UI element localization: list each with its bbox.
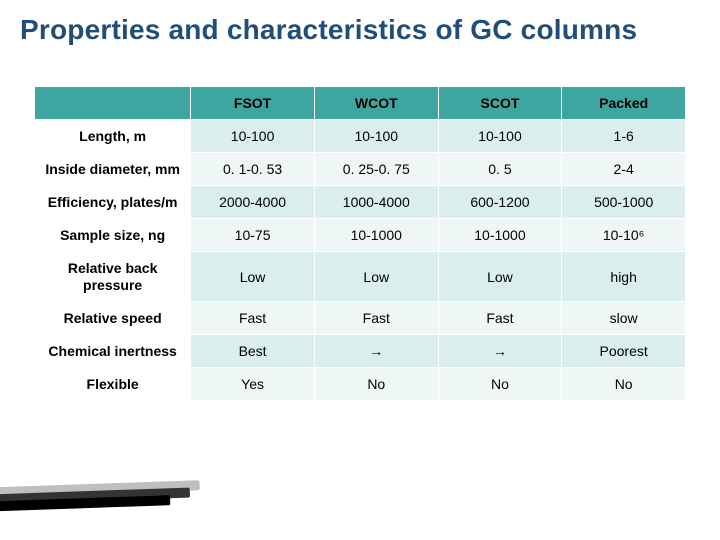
cell: No bbox=[314, 367, 438, 400]
cell: Poorest bbox=[562, 334, 686, 367]
table-header-row: FSOT WCOT SCOT Packed bbox=[35, 87, 686, 120]
cell: 10-1000 bbox=[314, 219, 438, 252]
cell: No bbox=[562, 367, 686, 400]
table-row: Efficiency, plates/m 2000-4000 1000-4000… bbox=[35, 186, 686, 219]
rowhead-back-pressure: Relative back pressure bbox=[35, 252, 191, 301]
cell: 10-10⁶ bbox=[562, 219, 686, 252]
col-fsot: FSOT bbox=[191, 87, 315, 120]
col-wcot: WCOT bbox=[314, 87, 438, 120]
col-scot: SCOT bbox=[438, 87, 562, 120]
cell: Fast bbox=[191, 301, 315, 334]
gc-columns-table: FSOT WCOT SCOT Packed Length, m 10-100 1… bbox=[34, 86, 686, 401]
cell: 500-1000 bbox=[562, 186, 686, 219]
cell: Low bbox=[314, 252, 438, 301]
cell: → bbox=[438, 334, 562, 367]
cell: Fast bbox=[314, 301, 438, 334]
table-row: Inside diameter, mm 0. 1-0. 53 0. 25-0. … bbox=[35, 153, 686, 186]
cell: Yes bbox=[191, 367, 315, 400]
rowhead-speed: Relative speed bbox=[35, 301, 191, 334]
col-corner bbox=[35, 87, 191, 120]
rowhead-inertness: Chemical inertness bbox=[35, 334, 191, 367]
rowhead-length: Length, m bbox=[35, 120, 191, 153]
cell: 0. 5 bbox=[438, 153, 562, 186]
gc-columns-table-wrap: FSOT WCOT SCOT Packed Length, m 10-100 1… bbox=[34, 86, 686, 401]
cell: slow bbox=[562, 301, 686, 334]
cell: 10-100 bbox=[438, 120, 562, 153]
table-row: Sample size, ng 10-75 10-1000 10-1000 10… bbox=[35, 219, 686, 252]
cell: 0. 1-0. 53 bbox=[191, 153, 315, 186]
cell: 2000-4000 bbox=[191, 186, 315, 219]
cell: 10-100 bbox=[191, 120, 315, 153]
cell: → bbox=[314, 334, 438, 367]
rowhead-efficiency: Efficiency, plates/m bbox=[35, 186, 191, 219]
rowhead-flexible: Flexible bbox=[35, 367, 191, 400]
table-row: Relative back pressure Low Low Low high bbox=[35, 252, 686, 301]
table-row: Flexible Yes No No No bbox=[35, 367, 686, 400]
col-packed: Packed bbox=[562, 87, 686, 120]
cell: Low bbox=[191, 252, 315, 301]
cell: 1000-4000 bbox=[314, 186, 438, 219]
table-row: Length, m 10-100 10-100 10-100 1-6 bbox=[35, 120, 686, 153]
cell: 10-100 bbox=[314, 120, 438, 153]
cell: 600-1200 bbox=[438, 186, 562, 219]
cell: 2-4 bbox=[562, 153, 686, 186]
rowhead-sample-size: Sample size, ng bbox=[35, 219, 191, 252]
cell: 10-1000 bbox=[438, 219, 562, 252]
slide: Properties and characteristics of GC col… bbox=[0, 0, 720, 540]
cell: Fast bbox=[438, 301, 562, 334]
cell: Best bbox=[191, 334, 315, 367]
cell: 0. 25-0. 75 bbox=[314, 153, 438, 186]
cell: high bbox=[562, 252, 686, 301]
table-row: Chemical inertness Best → → Poorest bbox=[35, 334, 686, 367]
cell: Low bbox=[438, 252, 562, 301]
cell: 10-75 bbox=[191, 219, 315, 252]
rowhead-inside-diameter: Inside diameter, mm bbox=[35, 153, 191, 186]
table-row: Relative speed Fast Fast Fast slow bbox=[35, 301, 686, 334]
cell: No bbox=[438, 367, 562, 400]
cell: 1-6 bbox=[562, 120, 686, 153]
page-title: Properties and characteristics of GC col… bbox=[20, 14, 700, 46]
decorative-stroke bbox=[0, 480, 210, 516]
